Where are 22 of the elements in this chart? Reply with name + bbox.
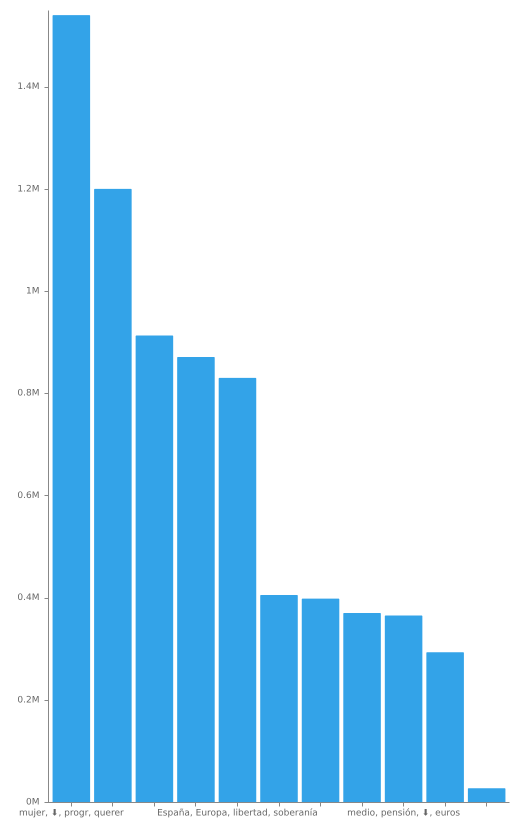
- bar: [468, 788, 506, 802]
- bar: [94, 188, 132, 802]
- y-tick-label: 1M: [26, 286, 40, 297]
- y-tick-label: 1.4M: [17, 82, 40, 92]
- y-tick-label: 0.4M: [17, 593, 40, 604]
- y-tick-label: 0M: [26, 798, 40, 808]
- bar: [218, 378, 256, 802]
- x-tick-label: mujer, ⬇, progr, querer: [18, 808, 124, 818]
- bar: [177, 356, 215, 802]
- y-tick-label: 1.2M: [17, 184, 40, 194]
- bar: [302, 598, 340, 802]
- bar: [426, 652, 464, 802]
- y-tick-label: 0.8M: [17, 388, 40, 399]
- bar: [136, 335, 174, 802]
- bar: [52, 15, 90, 802]
- bar: [384, 615, 422, 802]
- x-tick-label: medio, pensión, ⬇, euros: [347, 808, 460, 818]
- y-tick-label: 0.6M: [17, 490, 40, 501]
- bar: [343, 612, 381, 802]
- bar: [260, 595, 298, 802]
- y-tick-label: 0.2M: [17, 695, 40, 706]
- x-tick-label: España, Europa, libertad, soberanía: [157, 808, 318, 818]
